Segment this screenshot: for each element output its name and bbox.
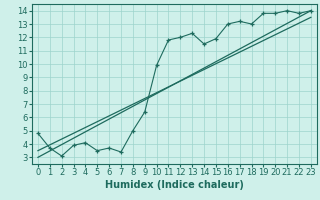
X-axis label: Humidex (Indice chaleur): Humidex (Indice chaleur) (105, 180, 244, 190)
